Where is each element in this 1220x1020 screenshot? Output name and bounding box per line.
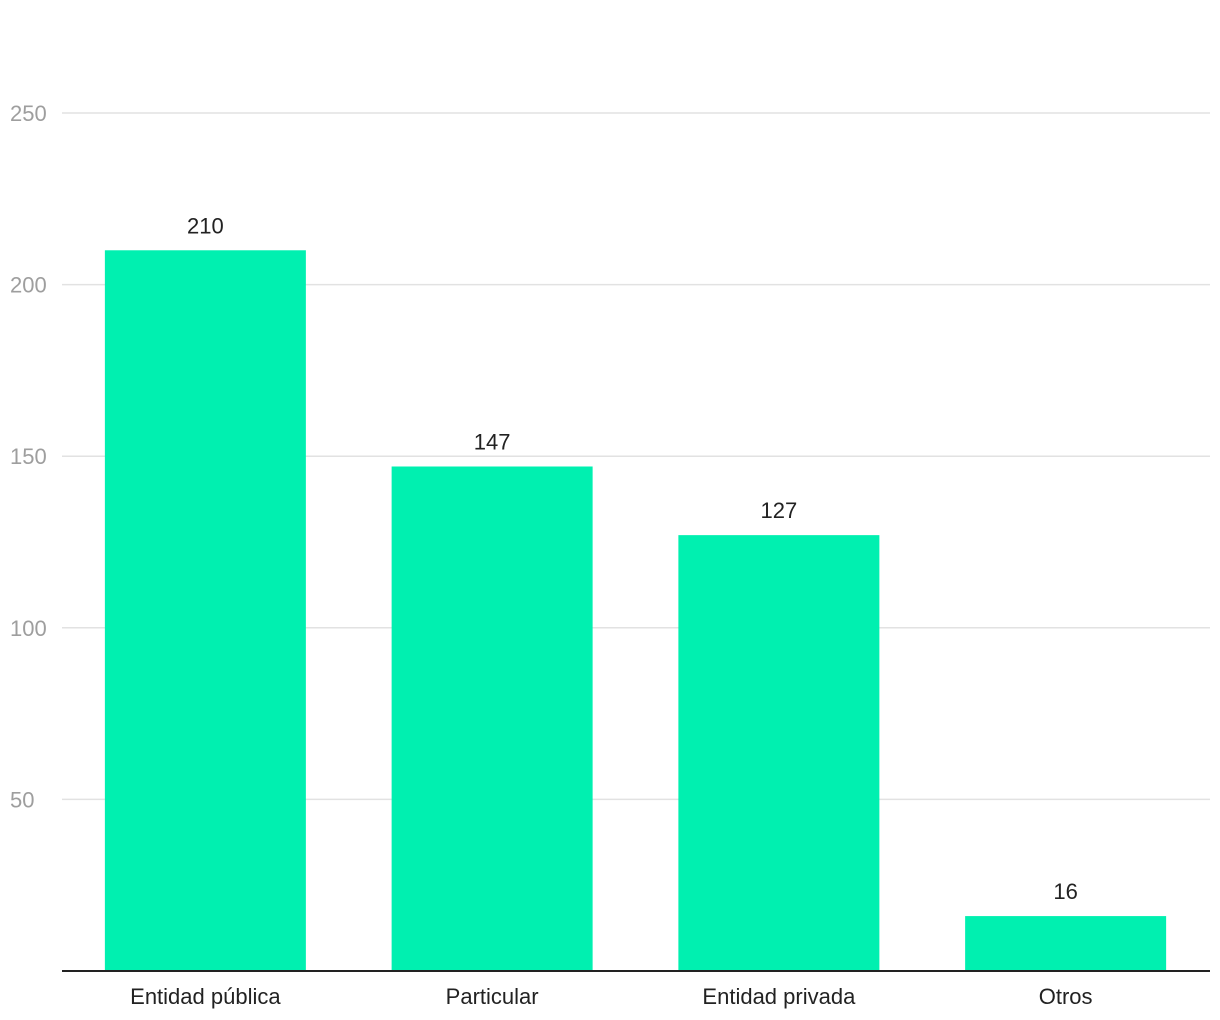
y-axis-ticks: 50 100 150 200 250: [10, 101, 47, 812]
y-tick-label-200: 200: [10, 273, 47, 298]
bars: [104, 250, 1167, 971]
x-tick-label-3: Entidad privada: [702, 984, 856, 1009]
data-label-3: 127: [761, 498, 798, 523]
bar-4: [965, 916, 1167, 971]
data-label-1: 210: [187, 213, 224, 238]
bar-2: [391, 466, 593, 971]
y-tick-label-250: 250: [10, 101, 47, 126]
y-tick-label-100: 100: [10, 616, 47, 641]
x-tick-label-1: Entidad pública: [130, 984, 281, 1009]
y-tick-label-150: 150: [10, 444, 47, 469]
x-axis-ticks: Entidad pública Particular Entidad privada…: [130, 984, 1092, 1009]
data-label-4: 16: [1053, 879, 1077, 904]
bar-1: [104, 250, 306, 971]
bar-3: [678, 535, 880, 971]
x-tick-label-4: Otros: [1039, 984, 1093, 1009]
x-tick-label-2: Particular: [446, 984, 539, 1009]
data-label-2: 147: [474, 429, 511, 454]
y-tick-label-50: 50: [10, 787, 34, 812]
data-labels: 210 147 127 16: [187, 213, 1078, 904]
